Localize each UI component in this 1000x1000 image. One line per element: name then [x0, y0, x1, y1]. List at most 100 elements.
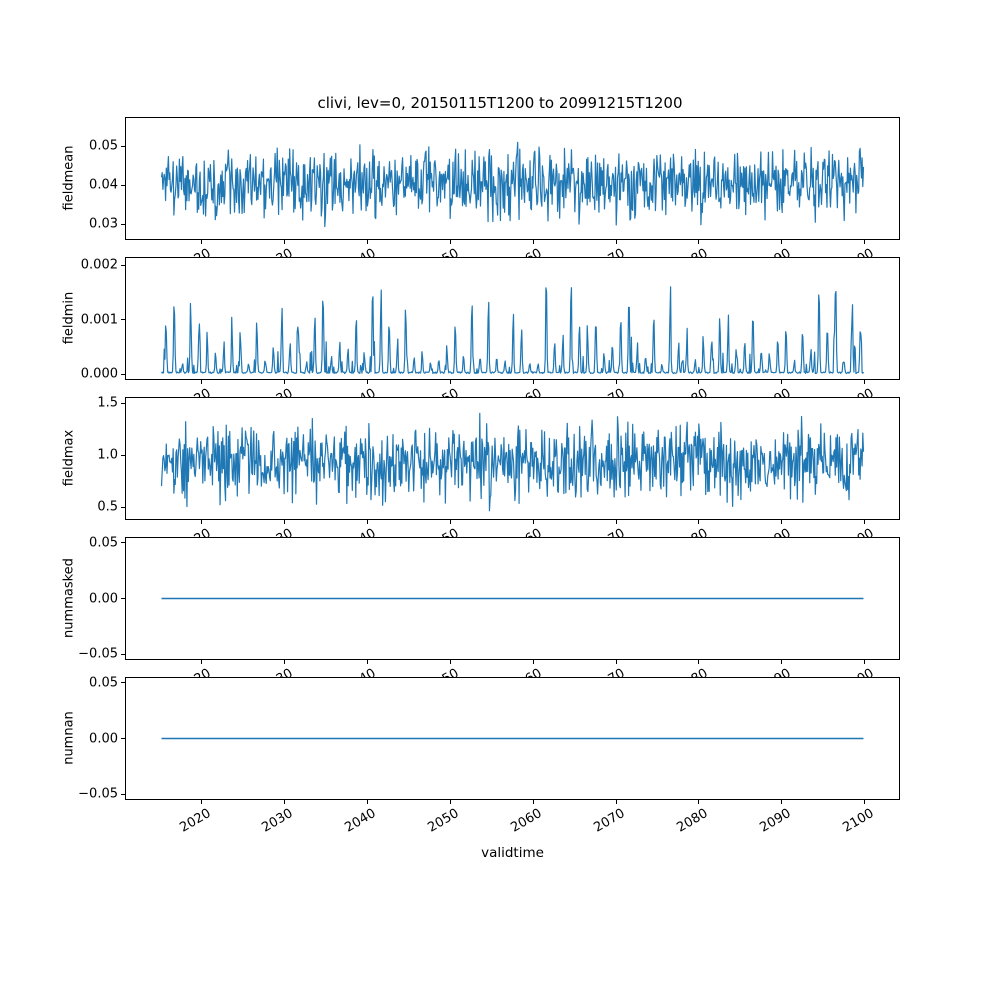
y-tick-label: 0.001: [80, 312, 118, 328]
subplot-numnan: numnan 0.05 0.00 −0.05 validtime 2020 203…: [0, 675, 1000, 861]
x-tick-mark: [449, 660, 451, 664]
x-tick-label: 2020: [177, 806, 214, 836]
x-tick-mark: [864, 800, 866, 804]
y-tick-label: 0.000: [80, 366, 118, 382]
y-tick-label: 0.05: [89, 138, 118, 154]
y-tick-mark: [121, 184, 125, 186]
y-tick-label: 0.04: [89, 177, 118, 193]
x-tick-mark: [201, 520, 203, 524]
x-tick-mark: [864, 660, 866, 664]
x-tick-mark: [366, 520, 368, 524]
plot-area: [125, 257, 900, 380]
x-tick-mark: [698, 380, 700, 384]
y-axis-label: fieldmean: [61, 145, 77, 211]
y-tick-label: 0.05: [89, 535, 118, 551]
x-tick-mark: [532, 520, 534, 524]
chart-title: clivi, lev=0, 20150115T1200 to 20991215T…: [317, 94, 683, 112]
y-tick-label: −0.05: [78, 646, 118, 662]
y-tick-label: 0.00: [89, 731, 118, 746]
y-tick-mark: [121, 738, 125, 739]
x-tick-mark: [284, 240, 286, 244]
subplot-nummasked: nummasked 0.05 0.00 −0.05 20202030204020…: [0, 535, 1000, 696]
line-series: [161, 286, 865, 375]
y-tick-label: 0.002: [80, 257, 118, 273]
x-tick-mark: [366, 660, 368, 664]
x-tick-mark: [449, 380, 451, 384]
x-tick-mark: [532, 660, 534, 664]
x-tick-mark: [864, 520, 866, 524]
x-tick-mark: [615, 380, 617, 384]
y-axis-label: fieldmin: [61, 291, 77, 345]
x-tick-mark: [284, 800, 286, 804]
x-tick-mark: [284, 380, 286, 384]
x-tick-mark: [532, 380, 534, 384]
y-tick-label: 0.5: [97, 499, 118, 515]
subplot-fieldmax: fieldmax 1.5 1.0 0.5 2020203020402050206…: [0, 395, 1000, 556]
y-tick-mark: [121, 793, 125, 795]
line-series: [160, 141, 865, 228]
x-tick-mark: [201, 240, 203, 244]
x-tick-mark: [781, 800, 783, 804]
y-axis-label: numnan: [61, 711, 77, 765]
plot-area: [125, 117, 900, 240]
y-axis-label: nummasked: [61, 558, 77, 638]
y-tick-mark: [121, 682, 125, 684]
x-tick-label: 2060: [508, 806, 545, 836]
x-tick-mark: [532, 240, 534, 244]
x-tick-mark: [781, 520, 783, 524]
y-tick-label: 0.03: [89, 216, 118, 232]
plot-area: [125, 677, 900, 800]
y-tick-mark: [121, 319, 125, 321]
x-tick-mark: [201, 800, 203, 804]
x-tick-mark: [615, 240, 617, 244]
x-tick-mark: [864, 240, 866, 244]
plot-area: [125, 397, 900, 520]
x-tick-mark: [449, 520, 451, 524]
x-tick-mark: [615, 520, 617, 524]
x-tick-mark: [284, 520, 286, 524]
x-tick-mark: [284, 660, 286, 664]
x-tick-label: 2080: [674, 806, 711, 836]
x-tick-mark: [449, 800, 451, 804]
x-tick-label: 2070: [591, 806, 628, 836]
x-tick-mark: [698, 520, 700, 524]
x-tick-label: 2040: [342, 806, 379, 836]
x-tick-mark: [532, 800, 534, 804]
y-tick-mark: [121, 506, 125, 508]
x-tick-mark: [698, 240, 700, 244]
y-tick-label: −0.05: [78, 786, 118, 802]
subplot-fieldmin: fieldmin 0.002 0.001 0.000 2020203020402…: [0, 257, 1000, 416]
x-tick-label: 2090: [757, 806, 794, 836]
x-tick-label: 2100: [840, 806, 877, 836]
x-tick-mark: [366, 380, 368, 384]
plot-area: [125, 537, 900, 660]
y-tick-mark: [121, 598, 125, 599]
x-tick-mark: [201, 380, 203, 384]
x-tick-mark: [449, 240, 451, 244]
subplot-fieldmean: fieldmean 0.05 0.04 0.03 202020302040205…: [0, 117, 1000, 276]
y-tick-label: 0.00: [89, 591, 118, 606]
x-tick-mark: [201, 660, 203, 664]
x-tick-mark: [698, 660, 700, 664]
y-tick-label: 0.05: [89, 675, 118, 691]
y-tick-label: 1.5: [97, 395, 118, 411]
x-tick-mark: [366, 800, 368, 804]
x-tick-label: 2030: [259, 806, 297, 836]
x-tick-mark: [781, 380, 783, 384]
x-tick-mark: [615, 800, 617, 804]
y-tick-mark: [121, 653, 125, 655]
y-tick-mark: [121, 223, 125, 225]
x-tick-mark: [781, 240, 783, 244]
y-tick-mark: [121, 454, 125, 456]
y-tick-mark: [121, 264, 125, 266]
y-axis-label: fieldmax: [61, 429, 77, 487]
y-tick-label: 1.0: [97, 447, 118, 463]
x-tick-label: 2050: [425, 806, 462, 836]
y-tick-mark: [121, 145, 125, 147]
y-tick-mark: [121, 542, 125, 544]
x-tick-mark: [864, 380, 866, 384]
line-series: [160, 412, 865, 512]
x-tick-mark: [615, 660, 617, 664]
y-tick-mark: [121, 373, 125, 375]
